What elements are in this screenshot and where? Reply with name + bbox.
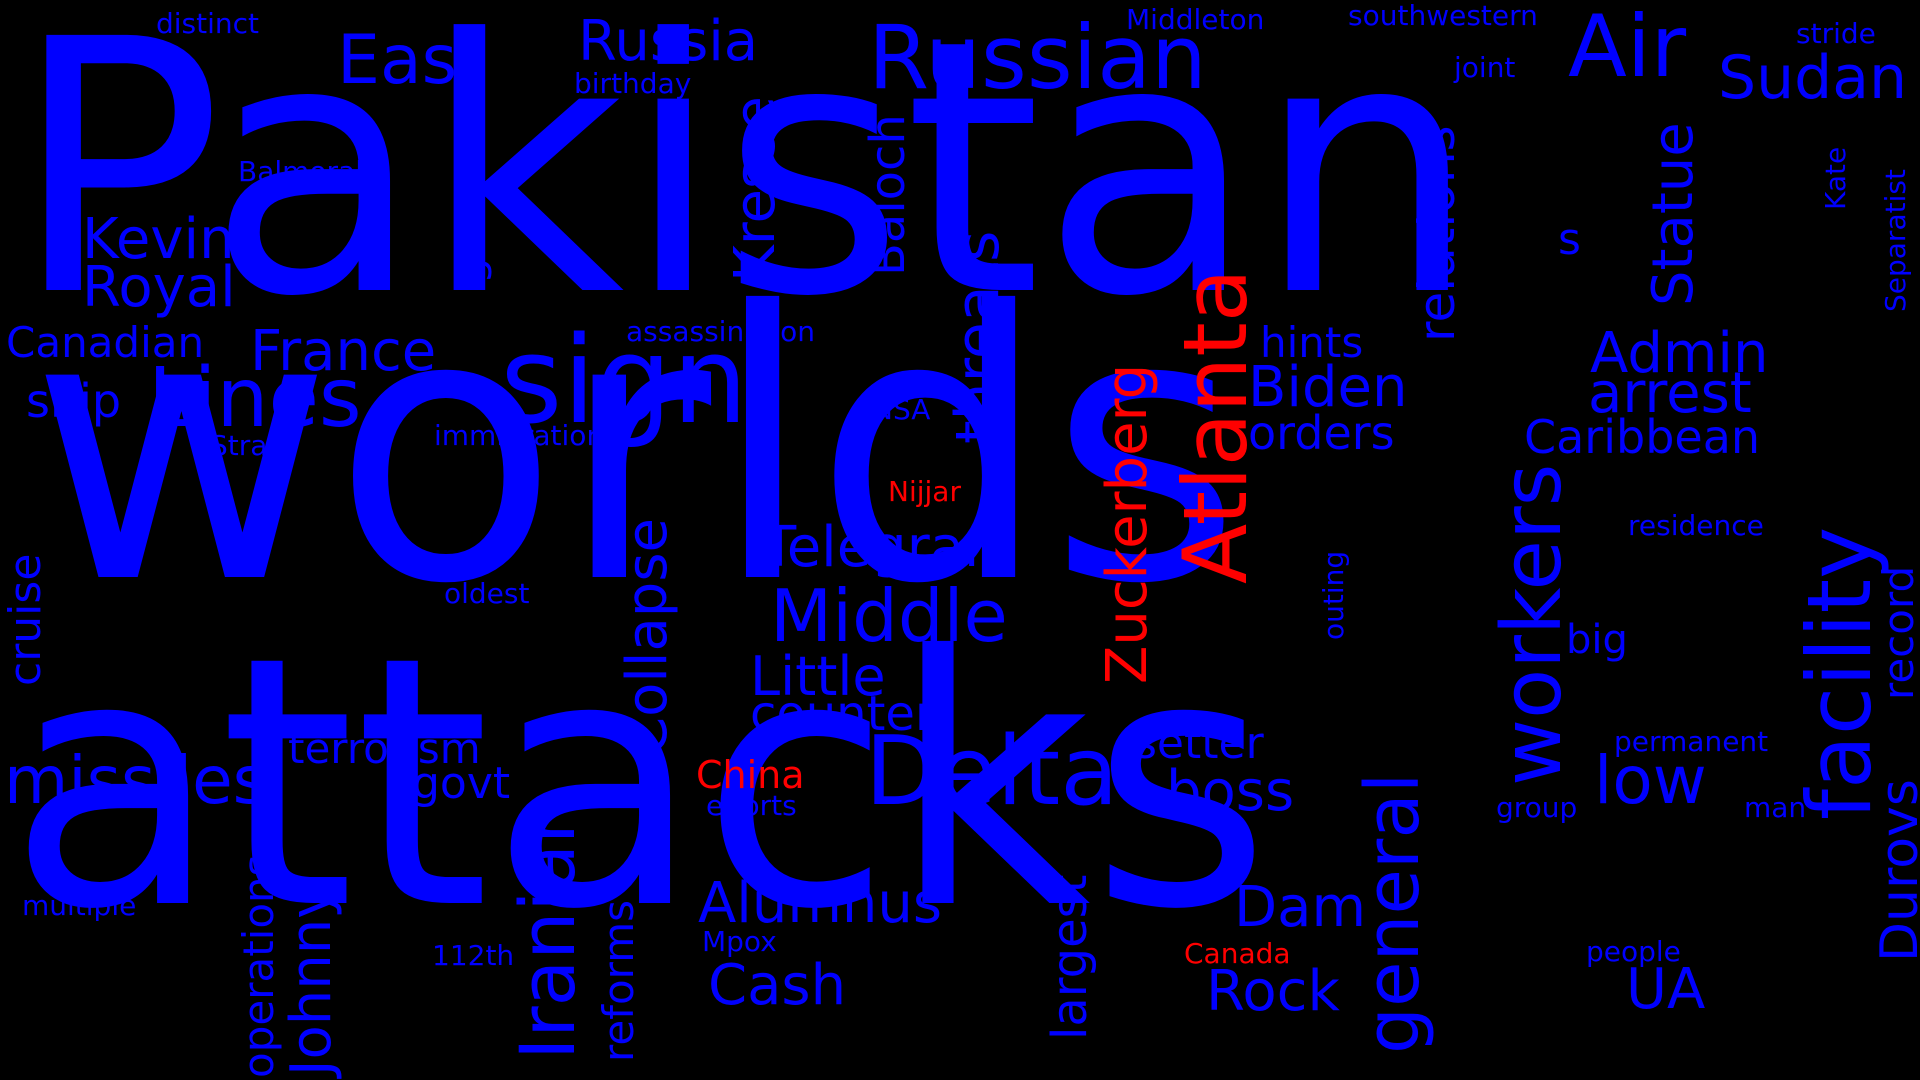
word-ua: UA: [1626, 957, 1706, 1022]
word-missiles: missiles: [4, 742, 268, 819]
word-low: low: [1594, 742, 1707, 819]
word-nsa: NSA: [872, 393, 931, 426]
word-people: people: [1586, 935, 1681, 968]
word-little: Little: [750, 645, 886, 708]
word-durovs: Durovs: [1870, 779, 1920, 962]
word-france: France: [250, 319, 437, 384]
word-canadian: Canadian: [6, 318, 205, 367]
word-boss: boss: [1166, 759, 1295, 824]
word-sign: sign: [500, 312, 749, 451]
word-record: record: [1874, 565, 1920, 700]
word-terrorism: terrorism: [288, 724, 481, 773]
word-cruise: cruise: [0, 553, 51, 686]
word-birthday: birthday: [574, 67, 692, 100]
word-permanent: permanent: [1614, 725, 1769, 758]
word-operations: operations: [234, 854, 283, 1078]
word-southwestern: southwestern: [1348, 0, 1538, 32]
word-big: big: [1566, 617, 1628, 663]
word-immigration: immigration: [434, 419, 605, 452]
word-china: China: [696, 753, 805, 797]
word-arrest: arrest: [1588, 361, 1752, 426]
word-pakistan: Pakistan: [12, 0, 1478, 373]
word-strain: Strain: [210, 429, 293, 462]
word-mpox: Mpox: [702, 925, 777, 958]
word-oldest: oldest: [444, 577, 530, 610]
word-alumnus: Alumnus: [698, 871, 943, 936]
word-general: general: [1350, 772, 1436, 1054]
word-balmoral: Balmoral: [238, 155, 364, 188]
word-separatist: Separatist: [1879, 169, 1912, 312]
word-112th: 112th: [432, 939, 515, 972]
word-middle: Middle: [770, 574, 1008, 658]
word-residence: residence: [1628, 509, 1764, 542]
word-relations: relations: [1408, 125, 1466, 342]
word-east: East: [337, 21, 484, 100]
word-stride: stride: [1796, 17, 1876, 50]
word-admin: Admin: [1590, 321, 1769, 386]
word-collapse: Collapse: [615, 518, 680, 756]
word-johnny: Johnny: [279, 885, 344, 1076]
word-zuckerberg: Zuckerberg: [1095, 363, 1160, 684]
word-outing: outing: [1317, 550, 1350, 640]
word-joint: joint: [1454, 51, 1516, 84]
word-facility: facility: [1788, 526, 1891, 820]
word-telegram: Telegram: [762, 515, 1019, 580]
word-distinct: distinct: [156, 7, 260, 40]
word-lines: Lines: [148, 351, 362, 446]
word-kate: Kate: [1819, 146, 1852, 210]
word-s: s: [1558, 214, 1581, 265]
word-largest: largest: [1042, 874, 1098, 1040]
word-man: man: [1744, 791, 1807, 824]
word-multiple: multiple: [22, 889, 137, 922]
word-worlds: worlds: [30, 235, 1242, 665]
word-gunmen: gunmen: [444, 110, 493, 284]
word-middleton: Middleton: [1126, 3, 1265, 36]
word-baloch: Baloch: [860, 114, 916, 276]
word-iranian: Iranian: [503, 795, 592, 1060]
word-attacks: attacks: [8, 584, 1271, 985]
word-reforms: reforms: [594, 900, 643, 1062]
word-group: group: [1496, 791, 1578, 824]
word-statue: Statue: [1641, 122, 1706, 306]
word-caribbean: Caribbean: [1524, 410, 1761, 464]
word-cash: Cash: [708, 953, 847, 1018]
word-counter: counter: [750, 686, 935, 742]
word-efforts: efforts: [706, 789, 797, 822]
word-orders: orders: [1248, 406, 1395, 460]
word-royal: Royal: [82, 255, 236, 320]
word-russia: Russia: [578, 9, 759, 74]
word-air: Air: [1568, 0, 1687, 97]
word-ship: ship: [26, 374, 122, 428]
word-atlanta: Atlanta: [1164, 268, 1267, 584]
word-threats: threats: [943, 230, 1013, 444]
word-delta: Delta: [865, 717, 1119, 827]
word-kresse: Kresse: [723, 96, 788, 282]
word-canada: Canada: [1184, 937, 1291, 970]
word-assassination: assassination: [626, 315, 815, 348]
word-russian: Russian: [868, 6, 1207, 109]
word-biden: Biden: [1248, 355, 1408, 420]
word-dam: Dam: [1234, 875, 1366, 940]
word-nijjar: Nijjar: [888, 475, 961, 508]
word-govt: govt: [412, 758, 511, 809]
word-rock: Rock: [1206, 959, 1340, 1024]
word-hints: hints: [1260, 318, 1364, 367]
word-workers: workers: [1485, 463, 1580, 786]
word-setter: setter: [1134, 718, 1264, 769]
word-kevin: Kevin: [82, 207, 235, 272]
word-sudan: Sudan: [1718, 43, 1907, 113]
